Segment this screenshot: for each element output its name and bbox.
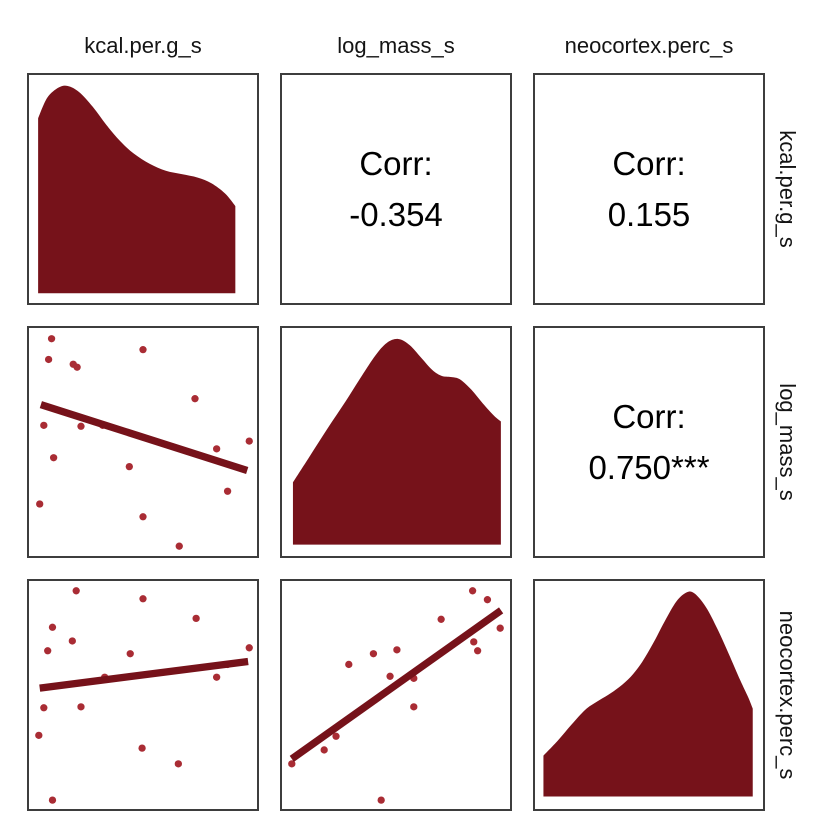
scatter-plot (36, 335, 253, 550)
right-strip-label-neocortex.perc_s: neocortex.perc_s (775, 610, 800, 780)
top-strip-label-neocortex.perc_s: neocortex.perc_s (564, 33, 734, 58)
top-strip-label-kcal.per.g_s: kcal.per.g_s (84, 33, 202, 58)
corr-label: Corr: (359, 144, 433, 182)
scatter-plot (288, 587, 504, 804)
corr-value: 0.155 (607, 195, 691, 233)
corr-label: Corr: (612, 397, 686, 435)
panel-density-log_mass_s (280, 326, 512, 558)
corr-value: -0.354 (349, 195, 443, 233)
panel-scatter-logmass-vs-kcal (27, 326, 259, 558)
panel-density-neocortex.perc_s (533, 579, 765, 811)
right-strip-label-kcal.per.g_s: kcal.per.g_s (775, 130, 800, 248)
right-strip-label-log_mass_s: log_mass_s (775, 383, 800, 501)
panel-corr-kcal-vs-neocortex: Corr: 0.155 (533, 73, 765, 305)
corr-label: Corr: (612, 144, 686, 182)
density-plot (292, 338, 501, 545)
density-plot (543, 591, 753, 797)
density-plot (38, 85, 236, 294)
panel-density-kcal.per.g_s (27, 73, 259, 305)
top-strip-label-log_mass_s: log_mass_s (337, 33, 455, 58)
panel-scatter-neocortex-vs-logmass (280, 579, 512, 811)
scatter-plot (35, 587, 253, 804)
panel-corr-logmass-vs-neocortex: Corr: 0.750*** (533, 326, 765, 558)
panel-corr-kcal-vs-logmass: Corr: -0.354 (280, 73, 512, 305)
panel-scatter-neocortex-vs-kcal (27, 579, 259, 811)
corr-value: 0.750*** (588, 448, 710, 486)
